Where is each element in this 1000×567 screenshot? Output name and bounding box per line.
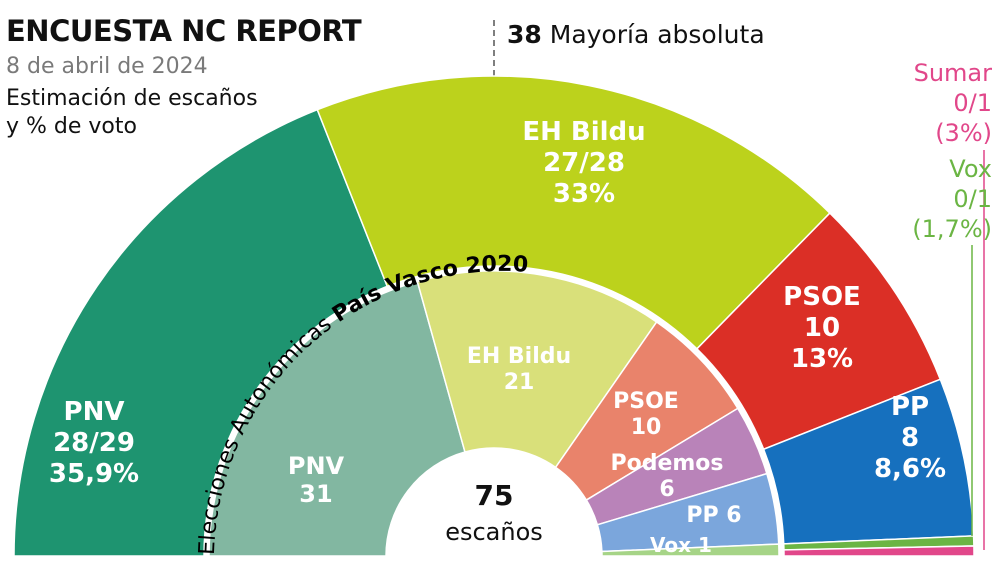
vox-name: Vox (949, 155, 992, 183)
inner-label-pnv-seats: 31 (299, 480, 332, 508)
inner-label-vox: Vox 1 (650, 533, 712, 557)
outer-label-psoe-seats: 10 (804, 313, 840, 343)
outer-label-pnv-vote: 35,9% (49, 459, 139, 489)
inner-label-podemos-name: Podemos (610, 451, 723, 476)
outer-label-psoe-name: PSOE (783, 282, 861, 312)
inner-label-eh-bildu-name: EH Bildu (467, 344, 571, 369)
sumar-name: Sumar (913, 59, 992, 87)
outer-label-eh-bildu-seats: 27/28 (543, 148, 625, 178)
inner-label-eh-bildu-seats: 21 (504, 370, 535, 395)
outer-label-pp-seats: 8 (901, 423, 919, 453)
outer-label-psoe-vote: 13% (791, 344, 853, 374)
vox-legend: Vox 0/1 (1,7%) (912, 154, 992, 244)
outer-arc-sumar (783, 545, 975, 557)
total-seats-number: 75 (475, 479, 514, 512)
outer-label-pnv-seats: 28/29 (53, 428, 135, 458)
inner-label-pnv-name: PNV (288, 452, 345, 480)
chart-title: ENCUESTA NC REPORT (6, 14, 362, 48)
inner-arcs (208, 270, 780, 557)
chart-caption-line2: y % de voto (6, 114, 137, 139)
outer-label-eh-bildu-name: EH Bildu (522, 117, 645, 147)
inner-arc-eh-bildu (416, 270, 658, 469)
outer-label-pp-name: PP (891, 392, 929, 422)
outer-label-pnv-name: PNV (64, 397, 125, 427)
majority-number: 38 (507, 20, 542, 49)
total-seats-label: escaños (445, 518, 543, 546)
outer-arc-eh-bildu (316, 75, 831, 350)
chart-caption-line1: Estimación de escaños (6, 86, 258, 111)
chart-date: 8 de abril de 2024 (6, 54, 208, 79)
majority-text: Mayoría absoluta (549, 20, 765, 49)
outer-label-eh-bildu-vote: 33% (553, 179, 615, 209)
sumar-seats: 0/1 (953, 89, 992, 117)
sumar-vote: (3%) (935, 119, 992, 147)
outer-arc-pnv (13, 108, 389, 557)
vox-vote: (1,7%) (912, 215, 992, 243)
majority-label: 38 Mayoría absoluta (507, 20, 765, 49)
vox-seats: 0/1 (953, 185, 992, 213)
inner-label-psoe-seats: 10 (631, 415, 662, 440)
inner-arc-pnv (208, 280, 466, 557)
outer-label-pp-vote: 8,6% (874, 454, 946, 484)
sumar-legend: Sumar 0/1 (3%) (914, 58, 992, 148)
outer-arcs (13, 75, 975, 557)
inner-label-pp: PP 6 (686, 503, 741, 528)
inner-label-psoe-name: PSOE (613, 389, 679, 414)
inner-arc-vox (601, 543, 780, 557)
inner-label-podemos-seats: 6 (659, 477, 674, 502)
